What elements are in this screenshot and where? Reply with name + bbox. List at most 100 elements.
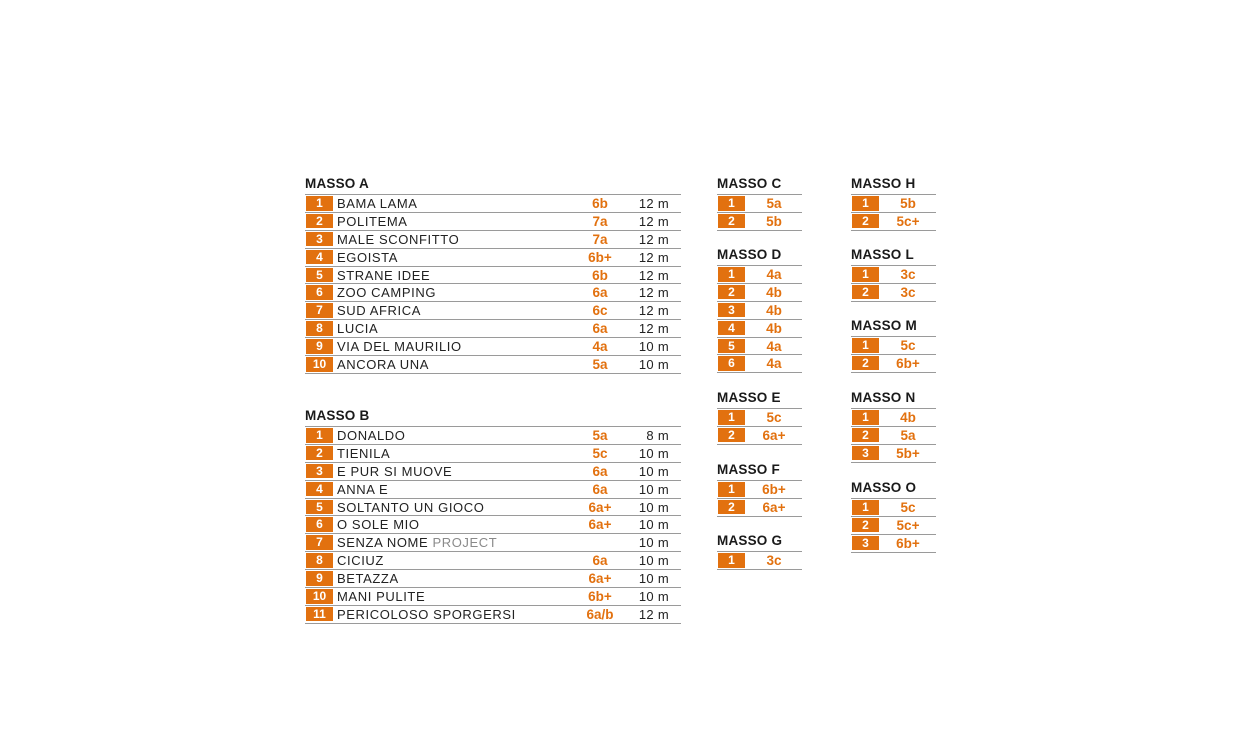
route-number-badge: 3 xyxy=(306,463,333,479)
route-row: 2 4b xyxy=(717,284,802,302)
block-title: MASSO G xyxy=(717,533,783,548)
route-name: BETAZZA xyxy=(337,571,399,587)
route-number-badge: 8 xyxy=(306,321,333,336)
route-number-badge: 9 xyxy=(306,339,333,354)
route-grade: 5c+ xyxy=(896,213,920,229)
route-length: 10 m xyxy=(638,517,669,533)
route-number-badge: 1 xyxy=(718,410,745,425)
route-number-badge: 10 xyxy=(306,589,333,604)
route-grade: 6b+ xyxy=(896,535,920,551)
route-number-badge: 3 xyxy=(718,302,745,318)
route-number-badge: 6 xyxy=(306,285,333,300)
route-row: 2 5c+ xyxy=(851,517,936,535)
route-length: 10 m xyxy=(638,339,669,355)
route-grade: 3c xyxy=(766,553,782,568)
route-row: 2 5b xyxy=(717,213,802,231)
block-title: MASSO C xyxy=(717,176,782,191)
route-number-badge: 1 xyxy=(852,410,879,425)
route-name: CICIUZ xyxy=(337,553,384,569)
route-grade: 6c xyxy=(592,303,608,319)
block-title: MASSO D xyxy=(717,247,782,262)
route-grade: 6a xyxy=(592,463,608,479)
route-number-badge: 1 xyxy=(718,482,745,497)
route-name: SOLTANTO UN GIOCO xyxy=(337,499,485,515)
route-number-badge: 2 xyxy=(852,517,879,533)
route-row: 10 MANI PULITE 6b+ 10 m xyxy=(305,588,681,606)
route-length: 10 m xyxy=(638,357,669,373)
block-title: MASSO A xyxy=(305,176,369,191)
route-row: 1 BAMA LAMA 6b 12 m xyxy=(305,195,681,213)
route-grade: 6a/b xyxy=(586,606,614,622)
route-grade: 6b+ xyxy=(896,355,920,371)
route-grade: 6a+ xyxy=(588,517,612,533)
route-grade: 3c xyxy=(900,284,916,300)
route-number-badge: 10 xyxy=(306,357,333,372)
route-number-badge: 1 xyxy=(852,267,879,282)
route-row: 9 BETAZZA 6a+ 10 m xyxy=(305,570,681,589)
route-number-badge: 2 xyxy=(852,427,879,443)
route-grade: 5a xyxy=(766,196,782,211)
route-number-badge: 5 xyxy=(306,499,333,515)
route-name: BAMA LAMA xyxy=(337,196,418,211)
route-row: 7 SUD AFRICA 6c 12 m xyxy=(305,302,681,321)
masso-n-table: MASSO N 1 4b 2 5a 3 5b+ xyxy=(851,388,936,463)
route-length: 10 m xyxy=(638,445,669,461)
route-name: STRANE IDEE xyxy=(337,267,431,283)
route-name: ANCORA UNA xyxy=(337,357,429,373)
route-length: 10 m xyxy=(638,463,669,479)
route-row: 5 4a xyxy=(717,338,802,356)
route-grade: 6a+ xyxy=(762,427,786,443)
route-row: 3 6b+ xyxy=(851,535,936,553)
route-grade: 5b xyxy=(766,213,782,229)
route-name: TIENILA xyxy=(337,445,391,461)
route-number-badge: 8 xyxy=(306,553,333,568)
route-row: 9 VIA DEL MAURILIO 4a 10 m xyxy=(305,338,681,357)
route-length: 10 m xyxy=(638,499,669,515)
route-grade: 5c+ xyxy=(896,517,920,533)
route-number-badge: 1 xyxy=(852,500,879,515)
route-grade: 5c xyxy=(900,338,916,353)
route-list: 1 5c 2 6b+ xyxy=(851,336,936,373)
route-row: 1 3c xyxy=(851,266,936,284)
route-row: 1 6b+ xyxy=(717,481,802,499)
route-row: 4 ANNA E 6a 10 m xyxy=(305,481,681,499)
masso-c-table: MASSO C 1 5a 2 5b xyxy=(717,174,802,231)
route-length: 10 m xyxy=(638,553,669,569)
route-row: 2 POLITEMA 7a 12 m xyxy=(305,213,681,231)
route-grade: 5a xyxy=(900,427,916,443)
route-number-badge: 2 xyxy=(718,427,745,443)
route-number-badge: 3 xyxy=(306,231,333,247)
route-number-badge: 1 xyxy=(852,338,879,353)
route-name: MANI PULITE xyxy=(337,589,426,605)
route-number-badge: 1 xyxy=(852,196,879,211)
block-title: MASSO E xyxy=(717,390,781,405)
route-length: 12 m xyxy=(638,196,669,211)
route-list: 1 5a 2 5b xyxy=(717,194,802,231)
route-name: LUCIA xyxy=(337,321,379,337)
route-number-badge: 3 xyxy=(852,445,879,461)
route-number-badge: 2 xyxy=(306,445,333,461)
route-name: ZOO CAMPING xyxy=(337,285,437,301)
route-row: 1 4b xyxy=(851,409,936,427)
route-grade: 6b+ xyxy=(588,249,612,265)
route-number-badge: 7 xyxy=(306,535,333,550)
route-number-badge: 2 xyxy=(306,213,333,229)
route-number-badge: 2 xyxy=(718,284,745,300)
route-name: MALE SCONFITTO xyxy=(337,231,460,247)
route-row: 6 4a xyxy=(717,355,802,374)
route-row: 1 5c xyxy=(851,337,936,355)
route-row: 1 DONALDO 5a 8 m xyxy=(305,427,681,445)
route-grade: 6a+ xyxy=(588,571,612,587)
block-title: MASSO N xyxy=(851,390,916,405)
route-grade: 4a xyxy=(592,339,608,355)
route-row: 2 6a+ xyxy=(717,427,802,445)
route-length: 10 m xyxy=(638,535,669,551)
route-name: E PUR SI MUOVE xyxy=(337,463,453,479)
route-length: 12 m xyxy=(638,231,669,247)
route-grade: 4b xyxy=(766,320,782,336)
route-grade: 6b+ xyxy=(762,482,786,497)
route-grade: 6a+ xyxy=(588,499,612,515)
route-length: 12 m xyxy=(638,267,669,283)
route-row: 1 3c xyxy=(717,552,802,570)
